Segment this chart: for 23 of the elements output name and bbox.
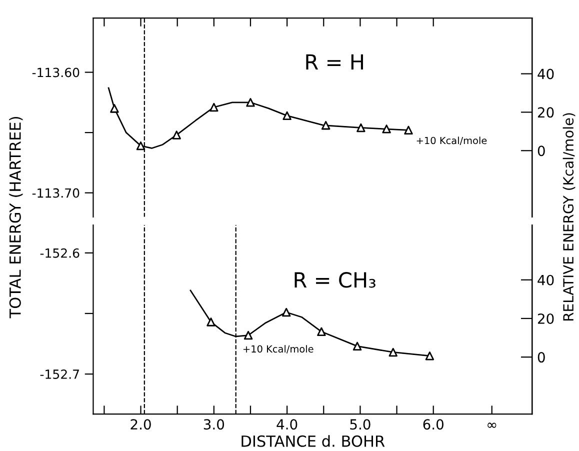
y2-tick-label: 20 <box>538 313 554 324</box>
x-tick-label: 3.0 <box>204 419 224 430</box>
y2-tick-label: 20 <box>538 107 554 118</box>
x-tick-label: 5.0 <box>350 419 370 430</box>
y-tick-label: -152.7 <box>40 370 79 379</box>
y2-tick-label: 0 <box>538 146 545 156</box>
annotation: +10 Kcal/mole <box>416 136 487 145</box>
y2-tick-label: 0 <box>538 352 545 363</box>
y2-axis-title: RELATIVE ENERGY (Kcal/mole) <box>562 113 576 320</box>
x-tick-label: 6.0 <box>423 419 444 430</box>
y-axis-title: TOTAL ENERGY (HARTREE) <box>9 116 23 318</box>
annotation: R = CH₃ <box>294 272 376 288</box>
annotation: R = H <box>306 54 363 70</box>
y-tick-label: -113.60 <box>32 68 80 78</box>
y2-tick-label: 40 <box>538 68 554 80</box>
x-tick-label: 2.0 <box>130 419 151 430</box>
x-axis-title: DISTANCE d. BOHR <box>242 435 385 447</box>
y2-tick-label: 40 <box>538 274 554 286</box>
annotation: +10 Kcal/mole <box>243 345 314 354</box>
x-tick-label: ∞ <box>488 422 496 428</box>
x-tick-label: 4.0 <box>276 419 298 430</box>
y-tick-label: -113.70 <box>32 188 80 198</box>
y-tick-label: -152.6 <box>40 248 80 258</box>
